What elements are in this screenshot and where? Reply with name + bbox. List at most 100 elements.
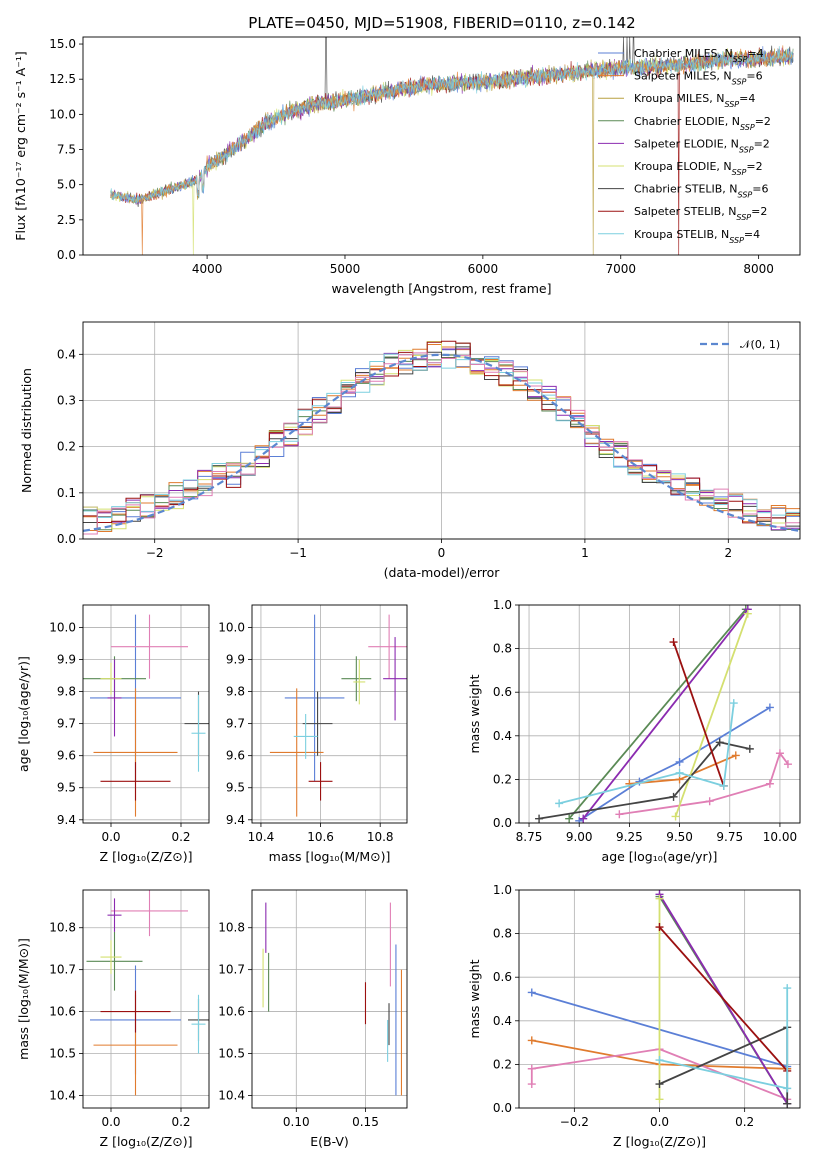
weight-line-salpeter_stelib (672, 641, 725, 787)
y-tick-label: 1.0 (493, 598, 512, 612)
weight-marker-chabrier_stelib (655, 1080, 664, 1089)
y-tick-label: 10.8 (218, 921, 245, 935)
y-tick-label: 10.0 (218, 620, 245, 634)
legend-label: Chabrier ELODIE, NSSP=2 (634, 115, 771, 132)
gaussian-curve (83, 353, 800, 532)
legend-label: Chabrier STELIB, NSSP=6 (634, 183, 768, 200)
x-tick-label: −2 (146, 546, 164, 560)
axes-frame (251, 889, 408, 1109)
y-tick-label: 9.5 (226, 781, 245, 795)
legend-label: Kroupa STELIB, NSSP=4 (634, 228, 760, 245)
weight-marker-chabrier_stelib (669, 792, 678, 801)
y-tick-label: 0.0 (493, 1101, 512, 1115)
x-tick-label: 2 (724, 546, 732, 560)
mass_vs_ebv-axes: 0.10 0.15 10.4 10.5 10.6 10.7 10.8 E(B-V) (218, 889, 408, 1149)
weight_vs_Z-axes: −0.2 0.0 0.2 0.0 0.2 0.4 0.6 0.8 1.0 Z [log₁₀(Z/Z… (467, 883, 801, 1149)
weight-marker-salpeter_stelib (669, 638, 678, 647)
x-axis-label: mass [log₁₀(M/M⊙)] (269, 849, 391, 864)
y-axis-label: Normed distribution (19, 368, 34, 493)
weight-marker-chabrier_elodie (565, 814, 574, 823)
axes-frame (518, 889, 801, 1109)
x-tick-label: 8.75 (516, 830, 543, 844)
y-tick-label: 0.3 (57, 393, 76, 407)
weight-marker-chabrier_stelib (535, 814, 544, 823)
y-tick-label: 10.0 (49, 107, 76, 121)
mass_vs_Z-plot-area (86, 890, 209, 1096)
x-tick-label: 9.75 (716, 830, 743, 844)
x-tick-label: 0.10 (283, 1115, 310, 1129)
weight-marker-chabrier_stelib (783, 1099, 792, 1108)
age_vs_mass-plot-area (269, 614, 407, 817)
y-axis-label: mass weight (467, 674, 482, 753)
weight-line-chabrier_stelib (538, 741, 750, 820)
spectrum-line-kroupa_stelib (110, 46, 794, 204)
weight-marker-kroupa_stelib (555, 799, 564, 808)
y-tick-label: 0.2 (493, 1057, 512, 1071)
x-axis-label: Z [log₁₀(Z/Z⊙)] (613, 1134, 706, 1149)
weight-marker-kroupa_stelib (783, 1084, 792, 1093)
y-tick-label: 15.0 (49, 37, 76, 51)
weight-line-kroupa_stelib (558, 702, 735, 805)
y-tick-label: 9.7 (57, 717, 76, 731)
y-tick-label: 1.0 (493, 883, 512, 897)
x-tick-label: 0.2 (735, 1115, 754, 1129)
y-tick-label: 9.6 (226, 749, 245, 763)
legend-label: Chabrier MILES, NSSP=4 (634, 47, 764, 64)
x-axis-label: Z [log₁₀(Z/Z⊙)] (100, 849, 193, 864)
weight-line-kroupa_elodie (674, 613, 749, 817)
y-tick-label: 0.4 (493, 729, 512, 743)
weight-marker-pink (765, 779, 774, 788)
x-tick-label: 4000 (192, 262, 223, 276)
y-tick-label: 9.6 (57, 749, 76, 763)
y-tick-label: 10.8 (49, 921, 76, 935)
weight-marker-kroupa_stelib (655, 1056, 664, 1065)
weight-marker-kroupa_stelib (729, 699, 738, 708)
axes-frame (82, 604, 210, 824)
weight_vs_Z-plot-area (527, 890, 792, 1108)
y-tick-label: 0.4 (57, 347, 76, 361)
y-tick-label: 7.5 (57, 143, 76, 157)
weight-marker-kroupa_stelib (675, 768, 684, 777)
y-tick-label: 0.6 (493, 685, 512, 699)
spectrum-plot-area (110, 37, 794, 255)
weight-marker-salpeter_elodie (579, 814, 588, 823)
weight-line-salpeter_stelib (658, 926, 788, 1072)
weight-marker-salpeter_miles (731, 751, 740, 760)
axes-frame (82, 889, 210, 1109)
y-axis-label: mass [log₁₀(M/M⊙)] (16, 938, 31, 1060)
x-tick-label: 1 (581, 546, 589, 560)
y-tick-label: 10.5 (49, 1047, 76, 1061)
x-tick-label: 0.2 (171, 1115, 190, 1129)
legend-label: Salpeter MILES, NSSP=6 (634, 70, 763, 87)
y-tick-label: 12.5 (49, 72, 76, 86)
weight_vs_age-axes: 8.75 9.00 9.25 9.50 9.75 10.00 0.0 0.2 0.4 0.6 0.8… (467, 598, 801, 864)
y-tick-label: 9.5 (57, 781, 76, 795)
weight_vs_age-plot-area (535, 605, 792, 823)
y-tick-label: 0.0 (57, 532, 76, 546)
y-tick-label: 9.9 (57, 653, 76, 667)
age_vs_Z-plot-area (83, 614, 209, 817)
y-tick-label: 10.4 (218, 1088, 245, 1102)
histogram-kroupa_stelib (83, 353, 800, 518)
weight-marker-salpeter_stelib (655, 923, 664, 932)
x-tick-label: 0.0 (650, 1115, 669, 1129)
x-tick-label: 9.00 (566, 830, 593, 844)
legend: Chabrier MILES, NSSP=4 Salpeter MILES, NS… (598, 47, 771, 244)
age_vs_Z-axes: 0.0 0.2 9.4 9.5 9.6 9.7 9.8 9.9 10.0 Z [log₁₀(Z/Z… (16, 604, 210, 864)
y-tick-label: 2.5 (57, 213, 76, 227)
x-tick-label: 9.50 (666, 830, 693, 844)
y-tick-label: 0.2 (493, 772, 512, 786)
residuals-plot-area (83, 340, 800, 535)
histogram-pink (83, 352, 800, 535)
x-axis-label: E(B-V) (310, 1134, 349, 1149)
y-tick-label: 9.9 (226, 653, 245, 667)
weight-line-chabrier_miles (578, 706, 771, 822)
axes-frame (82, 36, 801, 256)
y-axis-label: Flux [fλ10⁻¹⁷ erg cm⁻² s⁻¹ A⁻¹] (13, 51, 28, 240)
x-tick-label: 0 (438, 546, 446, 560)
y-tick-label: 0.4 (493, 1014, 512, 1028)
x-tick-label: −1 (289, 546, 307, 560)
y-tick-label: 9.4 (57, 813, 76, 827)
x-tick-label: 10.4 (248, 830, 275, 844)
